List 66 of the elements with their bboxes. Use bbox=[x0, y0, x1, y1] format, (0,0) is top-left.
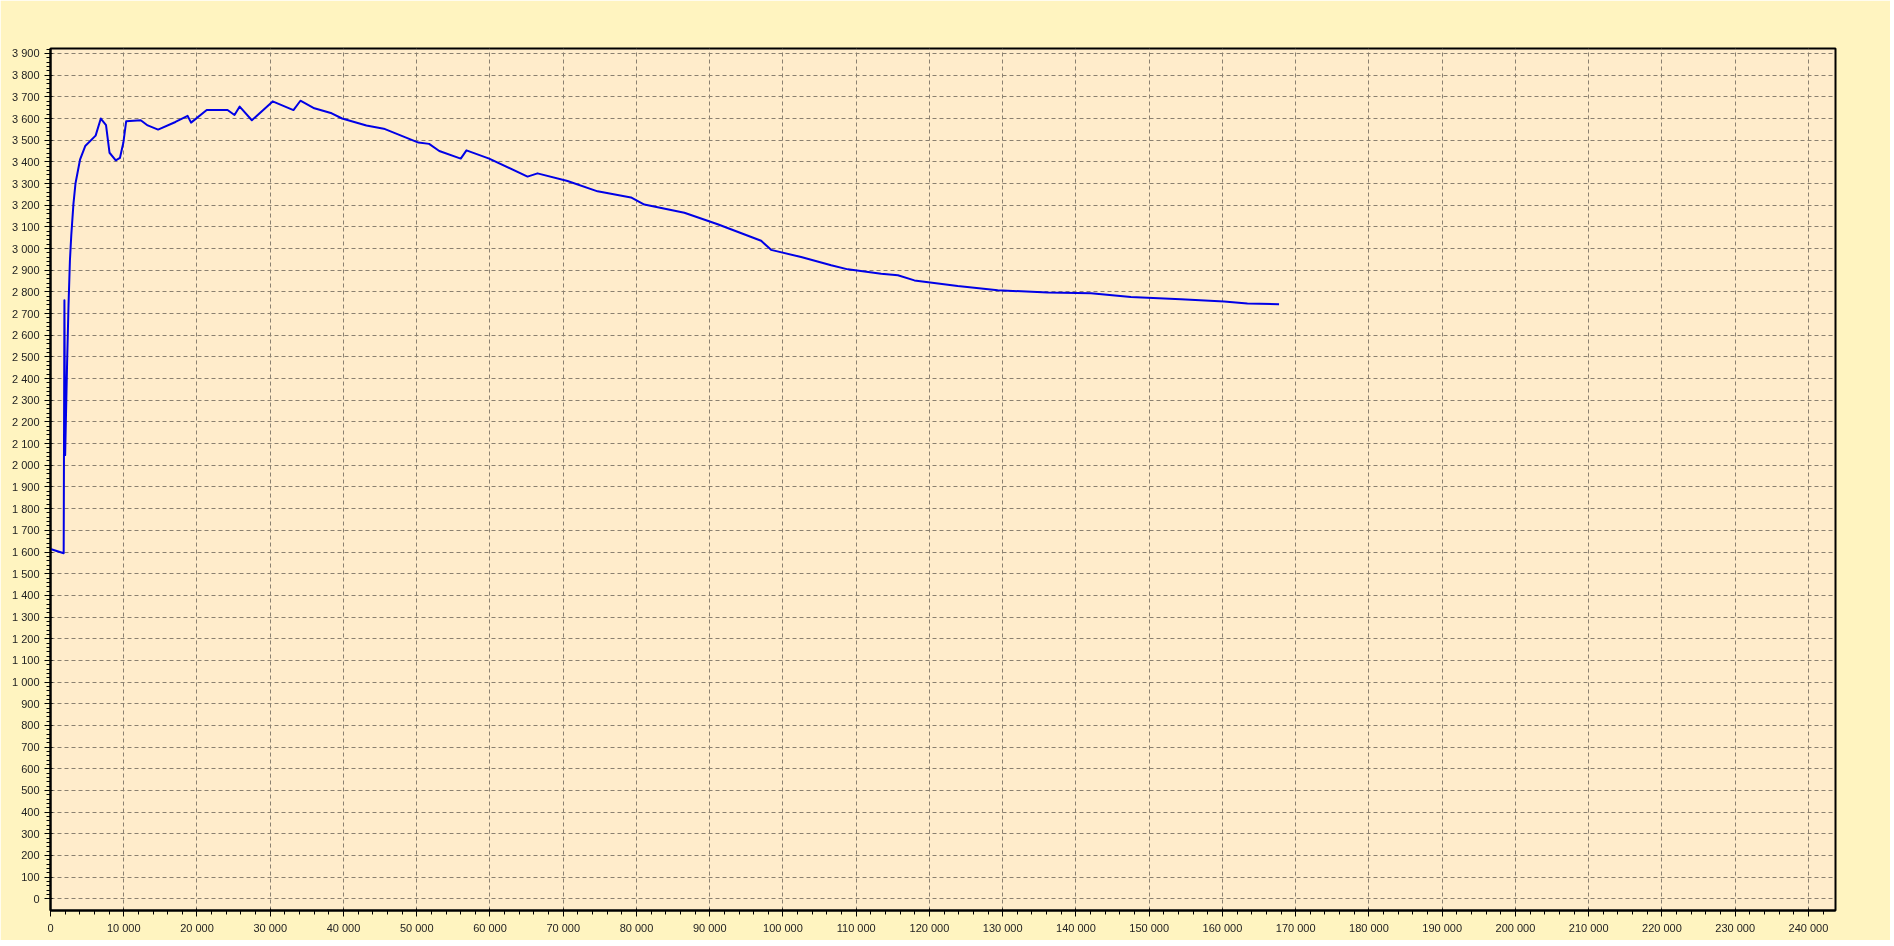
y-tick-label: 1 400 bbox=[11, 589, 40, 602]
x-tick-label: 100 000 bbox=[763, 921, 803, 934]
y-tick-label: 200 bbox=[21, 849, 40, 862]
x-tick-label: 50 000 bbox=[399, 921, 434, 934]
y-tick-label: 0 bbox=[33, 892, 40, 905]
x-tick-label: 40 000 bbox=[326, 921, 361, 934]
y-tick-label: 1 600 bbox=[11, 546, 40, 558]
x-tick-label: 180 000 bbox=[1349, 921, 1389, 934]
x-tick-label: 30 000 bbox=[253, 921, 288, 934]
y-tick-label: 2 200 bbox=[11, 415, 40, 428]
x-tick-label: 230 000 bbox=[1715, 921, 1756, 934]
x-tick-label: 20 000 bbox=[180, 921, 214, 934]
x-tick-label: 10 000 bbox=[106, 921, 141, 934]
y-tick-label: 3 300 bbox=[11, 177, 40, 190]
x-tick-label: 130 000 bbox=[982, 921, 1023, 934]
x-tick-label: 170 000 bbox=[1275, 921, 1316, 934]
x-tick-label: 80 000 bbox=[619, 921, 654, 934]
y-tick-label: 2 300 bbox=[11, 394, 40, 407]
y-tick-label: 400 bbox=[21, 806, 40, 819]
y-tick-label: 500 bbox=[21, 784, 40, 797]
y-tick-label: 2 400 bbox=[11, 372, 40, 385]
y-tick-label: 600 bbox=[21, 762, 40, 775]
y-tick-label: 2 600 bbox=[11, 329, 40, 342]
y-tick-label: 2 100 bbox=[11, 437, 40, 450]
y-tick-label: 3 100 bbox=[11, 220, 40, 233]
x-tick-label: 140 000 bbox=[1056, 921, 1096, 934]
y-tick-label: 1 800 bbox=[11, 502, 40, 515]
x-tick-label: 190 000 bbox=[1422, 921, 1463, 934]
x-tick-label: 210 000 bbox=[1568, 921, 1609, 934]
x-tick-label: 220 000 bbox=[1642, 921, 1682, 934]
y-tick-label: 3 000 bbox=[11, 242, 40, 255]
y-tick-label: 300 bbox=[21, 827, 40, 840]
y-tick-label: 3 800 bbox=[11, 69, 40, 82]
x-tick-label: 200 000 bbox=[1495, 921, 1536, 934]
y-tick-label: 1 700 bbox=[11, 524, 40, 537]
y-tick-label: 3 500 bbox=[11, 134, 40, 147]
y-tick-label: 1 200 bbox=[11, 632, 40, 645]
y-tick-label: 1 100 bbox=[11, 654, 40, 667]
x-tick-label: 60 000 bbox=[473, 921, 507, 934]
y-tick-label: 1 500 bbox=[11, 567, 40, 580]
y-tick-label: 1 900 bbox=[11, 480, 40, 493]
x-tick-label: 150 000 bbox=[1129, 921, 1170, 934]
y-tick-label: 2 500 bbox=[11, 350, 40, 363]
x-tick-label: 90 000 bbox=[692, 921, 727, 934]
y-tick-label: 2 000 bbox=[11, 459, 40, 472]
y-tick-label: 3 700 bbox=[11, 90, 40, 103]
x-tick-label: 0 bbox=[47, 921, 54, 934]
x-tick-label: 110 000 bbox=[836, 921, 876, 934]
x-tick-label: 120 000 bbox=[909, 921, 950, 934]
y-tick-label: 1 300 bbox=[11, 611, 40, 624]
y-tick-label: 1 000 bbox=[11, 676, 40, 689]
y-tick-label: 3 200 bbox=[11, 199, 40, 212]
y-tick-label: 3 600 bbox=[11, 112, 40, 125]
line-series bbox=[50, 99, 1281, 555]
y-tick-label: 2 800 bbox=[11, 285, 40, 298]
y-tick-label: 3 400 bbox=[11, 155, 40, 168]
x-tick-label: 70 000 bbox=[546, 921, 581, 934]
y-tick-label: 800 bbox=[21, 719, 40, 732]
y-tick-label: 2 900 bbox=[11, 264, 40, 277]
y-tick-label: 2 700 bbox=[11, 307, 40, 320]
x-tick-label: 160 000 bbox=[1202, 921, 1243, 934]
y-tick-label: 100 bbox=[21, 871, 40, 884]
y-tick-label: 900 bbox=[21, 697, 40, 710]
x-tick-label: 240 000 bbox=[1788, 921, 1829, 934]
y-tick-label: 3 900 bbox=[11, 47, 40, 60]
y-tick-label: 700 bbox=[21, 741, 40, 754]
